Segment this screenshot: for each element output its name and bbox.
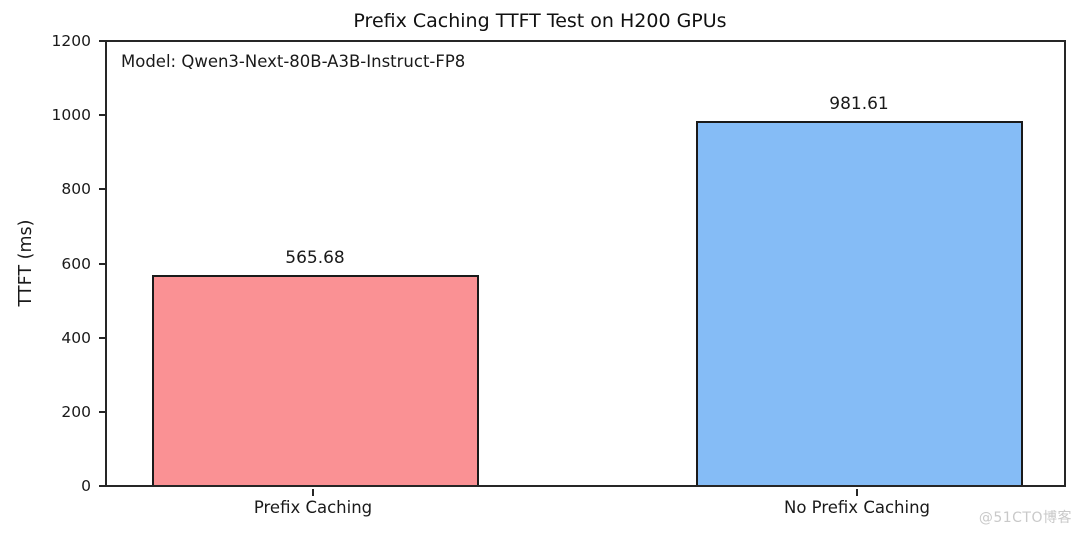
y-tick-label: 0 — [81, 477, 91, 495]
y-tick-label: 800 — [61, 180, 91, 199]
y-tick-label: 200 — [61, 402, 91, 421]
y-tick-mark — [99, 188, 107, 191]
watermark: @51CTO博客 — [978, 510, 1072, 526]
y-tick-mark — [99, 410, 107, 413]
bar-value-label-prefix-caching: 565.68 — [285, 248, 345, 269]
bar-no-prefix-caching — [696, 121, 1023, 485]
chart-title: Prefix Caching TTFT Test on H200 GPUs — [353, 10, 727, 32]
x-tick-mark — [312, 489, 314, 496]
y-tick-mark — [99, 262, 107, 265]
plot-area: Model: Qwen3-Next-80B-A3B-Instruct-FP8 5… — [105, 40, 1066, 487]
y-tick-mark — [99, 336, 107, 339]
y-tick-label: 400 — [61, 328, 91, 347]
y-tick-mark — [99, 485, 107, 487]
y-tick-label: 1200 — [51, 32, 91, 50]
y-tick-mark — [99, 40, 107, 42]
y-tick-mark — [99, 114, 107, 117]
x-tick-label-prefix-caching: Prefix Caching — [253, 498, 373, 517]
y-axis-label: TTFT (ms) — [16, 219, 36, 307]
bar-value-label-no-prefix-caching: 981.61 — [829, 94, 889, 114]
bar-prefix-caching — [152, 275, 479, 485]
y-tick-label: 600 — [61, 254, 91, 273]
model-annotation: Model: Qwen3-Next-80B-A3B-Instruct-FP8 — [121, 52, 466, 71]
x-tick-mark — [856, 489, 858, 496]
y-tick-label: 1000 — [51, 106, 91, 125]
x-tick-label-no-prefix-caching: No Prefix Caching — [784, 498, 930, 517]
